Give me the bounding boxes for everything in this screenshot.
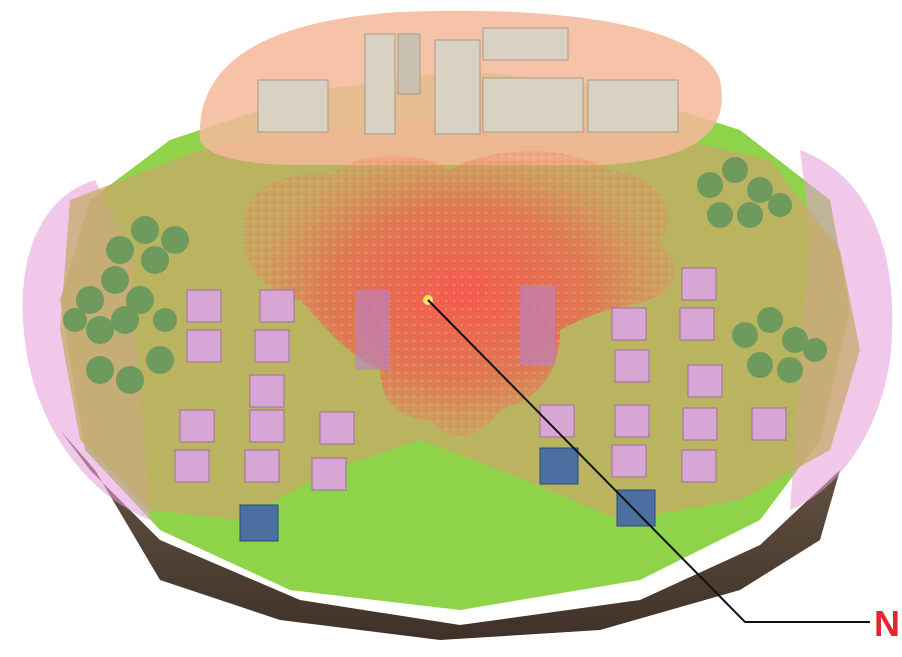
soil-base (60, 430, 840, 640)
houses-right-front (539, 447, 656, 527)
callout-label: N (874, 603, 900, 644)
tree-cluster-left (63, 216, 189, 394)
tree-cluster-right (732, 307, 827, 383)
apartment-blocks (257, 27, 679, 135)
callout-leader-line (427, 299, 870, 623)
houses-right (539, 267, 787, 483)
houses-left-front (239, 504, 279, 542)
tree-cluster-top-right (697, 157, 792, 228)
houses-left (174, 289, 355, 491)
coverage-zone-central-texture (244, 151, 675, 437)
